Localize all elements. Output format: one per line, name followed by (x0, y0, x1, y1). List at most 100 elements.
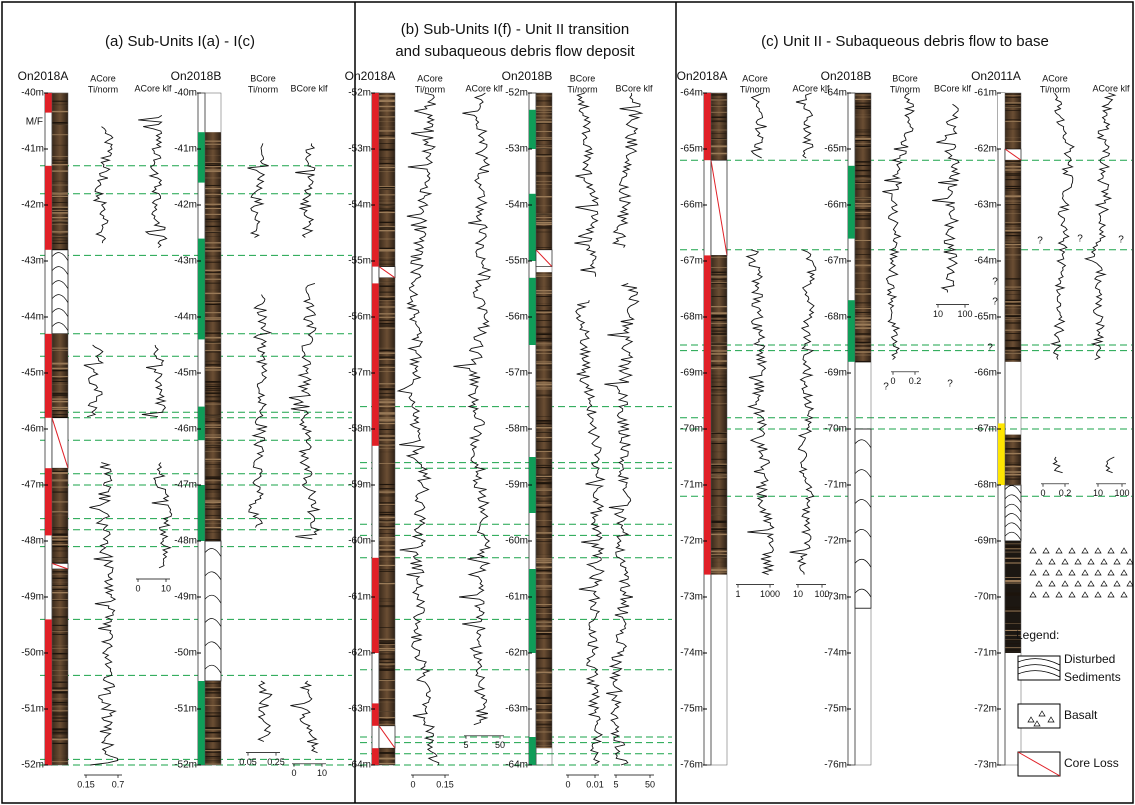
basalt-triangle (1120, 569, 1128, 576)
log-header: BCore (892, 73, 918, 83)
core-bar-segment (372, 557, 379, 653)
depth-label: -63m (505, 704, 528, 715)
core-outline (535, 92, 553, 766)
log-curve (290, 680, 320, 754)
core-name: On2018B (171, 69, 222, 83)
depth-label: -43m (174, 256, 197, 267)
log-axis-label: 1000 (760, 589, 780, 599)
legend-label: Sediments (1064, 670, 1121, 684)
core-photo (536, 272, 552, 749)
depth-label: -71m (680, 480, 703, 491)
depth-label: -76m (824, 760, 847, 771)
core-bar-segment (848, 165, 855, 239)
uncertain-mark: ? (883, 382, 889, 393)
core-bar-segment (848, 300, 855, 362)
basalt-triangle (1087, 558, 1095, 565)
log-curve (248, 294, 273, 528)
depth-label: -62m (505, 648, 528, 659)
depth-label: -45m (21, 368, 44, 379)
basalt-triangle (1074, 580, 1082, 587)
depth-label: -65m (824, 144, 847, 155)
basalt-triangle (1042, 547, 1050, 554)
core-outline (1004, 92, 1022, 766)
depth-label: -46m (174, 424, 197, 435)
depth-label: -69m (974, 536, 997, 547)
depth-label: -68m (824, 312, 847, 323)
log-header: Ti/norm (415, 84, 445, 94)
log-axis-label: 0.15 (77, 779, 95, 789)
basalt-triangle (1107, 569, 1115, 576)
depth-label: -70m (824, 424, 847, 435)
basalt-triangle (1055, 591, 1063, 598)
basalt-triangle (1061, 558, 1069, 565)
depth-label: -56m (505, 312, 528, 323)
log-curve (1105, 456, 1115, 474)
depth-label: -59m (348, 480, 371, 491)
log-curve (1083, 92, 1117, 361)
depth-label: -64m (680, 88, 703, 99)
basalt-triangle (1094, 569, 1102, 576)
log-axis-label: 10 (317, 768, 327, 778)
core-bar-segment (529, 569, 536, 653)
core-bar-segment (529, 457, 536, 513)
disturbed-swirl (854, 529, 872, 538)
core-loss-line (51, 417, 69, 469)
core-bar-segment (704, 255, 711, 575)
depth-label: -42m (21, 200, 44, 211)
core-loss-line (1004, 148, 1022, 161)
log-axis-label: 5 (463, 740, 468, 750)
log-header: ACore klf (792, 83, 830, 93)
log-curve (257, 680, 273, 742)
core-bar-segment (45, 619, 52, 765)
log-header: Ti/norm (1040, 84, 1070, 94)
core-photo (536, 93, 552, 250)
log-axis-label: 10 (1093, 488, 1103, 498)
depth-label: -67m (974, 424, 997, 435)
log-axis-label: 100 (814, 589, 829, 599)
depth-label: -68m (974, 480, 997, 491)
depth-label: -42m (174, 200, 197, 211)
log-curve (1052, 456, 1063, 474)
depth-label: -64m (824, 88, 847, 99)
log-axis-label: 0 (1040, 488, 1045, 498)
depth-label: -76m (680, 760, 703, 771)
depth-label: -50m (21, 648, 44, 659)
disturbed-swirl (204, 548, 222, 557)
depth-label: -58m (505, 424, 528, 435)
depth-label: -56m (348, 312, 371, 323)
depth-label: -61m (505, 592, 528, 603)
depth-label: -75m (824, 704, 847, 715)
disturbed-swirl (51, 308, 69, 317)
depth-label: -52m (174, 760, 197, 771)
log-axis-label: 1 (735, 589, 740, 599)
core-photo (379, 93, 395, 267)
log-axis-label: 100 (1114, 488, 1129, 498)
panel-title: (c) Unit II - Subaqueous debris flow to … (761, 33, 1049, 50)
core-bar-segment (372, 703, 379, 726)
disturbed-swirl (854, 558, 872, 568)
legend-triangle (1027, 716, 1035, 723)
basalt-triangle (1029, 569, 1037, 576)
depth-label: -61m (974, 88, 997, 99)
log-axis-label: 100 (957, 309, 972, 319)
depth-label: -73m (680, 592, 703, 603)
depth-label: -74m (824, 648, 847, 659)
core-bar-segment (45, 333, 52, 418)
panel-title: and subaqueous debris flow deposit (395, 43, 635, 60)
depth-label: -70m (974, 592, 997, 603)
content: (a) Sub-Units I(a) - I(c) On2018A -40m -41m… (18, 21, 1134, 789)
log-axis-label: 0.25 (267, 757, 285, 767)
log-curve (750, 92, 767, 159)
log-header: BCore klf (615, 83, 653, 93)
depth-label: -73m (974, 760, 997, 771)
log-header: Ti/norm (890, 84, 920, 94)
log-header: BCore (250, 73, 276, 83)
depth-label: -53m (348, 144, 371, 155)
basalt-triangle (1068, 547, 1076, 554)
depth-label: -50m (174, 648, 197, 659)
log-header: BCore klf (290, 83, 328, 93)
uncertain-mark: ? (987, 343, 993, 354)
depth-label: -62m (348, 648, 371, 659)
depth-label: -60m (505, 536, 528, 547)
disturbed-swirl (1004, 531, 1022, 541)
